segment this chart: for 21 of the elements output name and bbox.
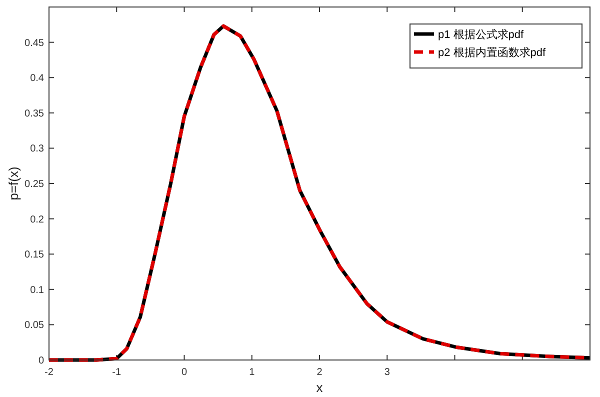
x-tick-label: -2 (44, 367, 54, 378)
y-tick-label: 0 (38, 356, 44, 366)
x-tick-label: 3 (384, 367, 390, 378)
y-tick-label: 0.35 (24, 108, 44, 120)
legend-label: p2 根据内置函数求pdf (438, 46, 547, 59)
line-series (47, 24, 592, 362)
y-tick-label: 0.15 (24, 250, 44, 261)
x-tick-label: 0 (181, 367, 188, 378)
y-tick-label: 0.05 (24, 320, 44, 332)
y-tick-label: 0.1 (30, 284, 44, 296)
x-tick-label: -1 (112, 367, 122, 378)
x-tick-label: 1 (249, 367, 256, 378)
y-tick-label: 0.2 (30, 214, 44, 226)
y-tick-label: 0.45 (24, 38, 44, 49)
y-tick-label: 0.4 (30, 73, 44, 84)
y-tick-label: 0.3 (30, 144, 44, 155)
x-axis-title: x (316, 380, 324, 395)
y-axis-title: p=f(x) (6, 166, 21, 200)
legend-label: p1 根据公式求pdf (438, 28, 525, 41)
x-tick-label: 2 (316, 367, 323, 378)
y-tick-label: 0.25 (24, 179, 44, 190)
